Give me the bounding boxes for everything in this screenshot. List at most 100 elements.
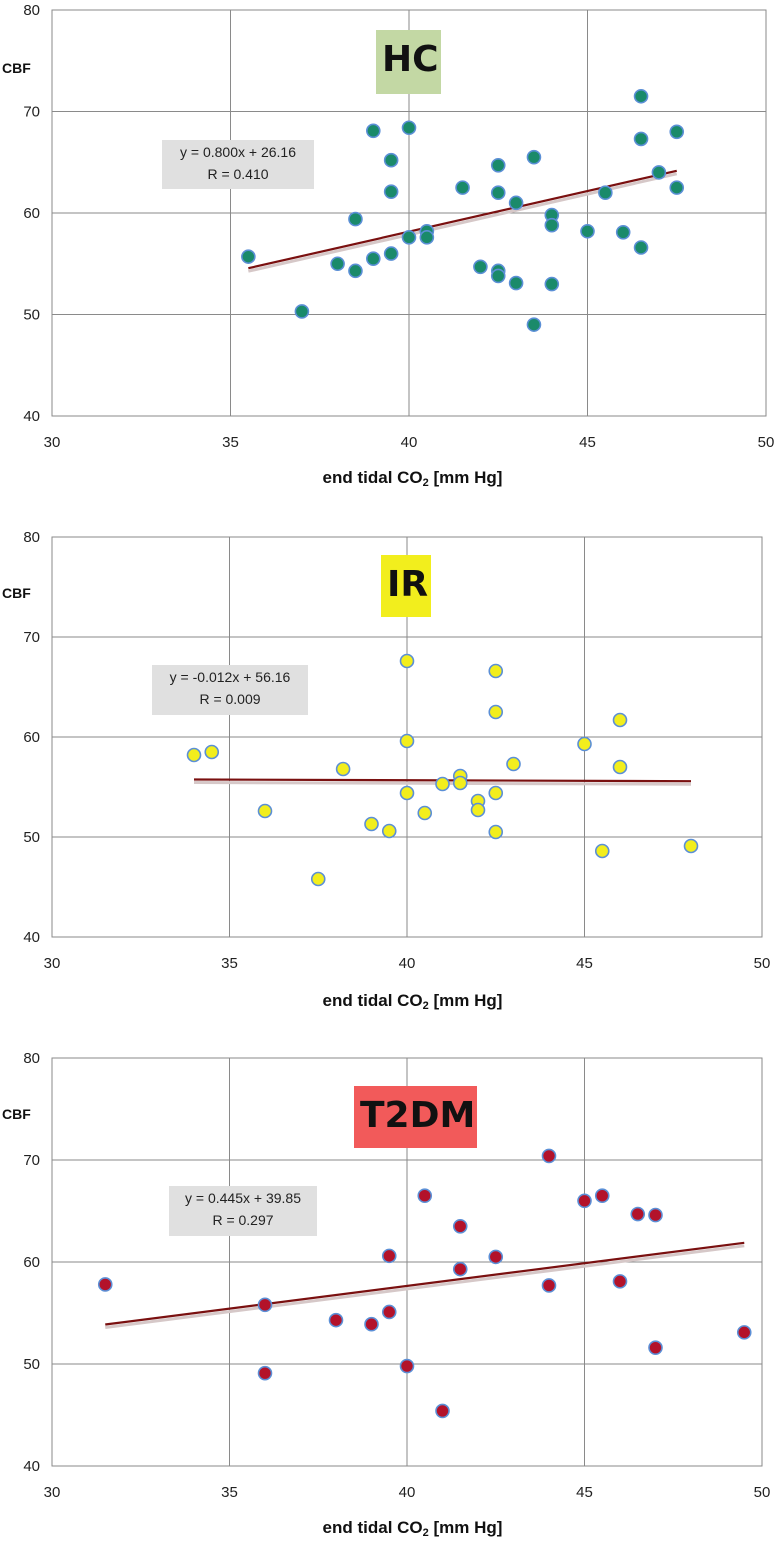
data-point	[381, 1304, 397, 1320]
regression-equation-box: y = 0.800x + 26.16 R = 0.410	[162, 140, 314, 189]
correlation-value: R = 0.410	[207, 166, 269, 182]
data-point	[488, 824, 504, 840]
data-point	[419, 230, 435, 245]
y-axis-label: CBF	[2, 1106, 31, 1122]
data-point	[544, 276, 560, 292]
data-point	[580, 223, 595, 239]
data-point	[310, 871, 326, 887]
scatter-plot-hc: 30 35 40 45 50 40 50 60 70 80	[23, 2, 775, 451]
regression-equation: y = -0.012x + 56.16	[169, 669, 291, 685]
x-tick-label: 45	[576, 955, 593, 972]
data-point	[541, 1148, 557, 1164]
x-tick-label: 35	[221, 955, 238, 972]
data-point	[417, 1188, 433, 1203]
data-point	[488, 704, 504, 720]
data-point	[612, 712, 628, 728]
plot-area-frame	[51, 536, 763, 938]
plot-area-frame	[51, 9, 767, 417]
data-point	[330, 256, 345, 272]
data-point	[506, 756, 521, 772]
chart-title-badge: HC	[376, 30, 441, 94]
y-tick-label: 60	[23, 729, 40, 746]
chart-panel-t2dm: 30 35 40 45 50 40 50 60 70 80 CBF T2DM y = 0.445x…	[0, 1046, 779, 1546]
x-tick-label: 50	[754, 1484, 771, 1501]
chart-panel-hc: 30 35 40 45 50 40 50 60 70 80 CBF HC y = 0.800x +…	[0, 0, 779, 500]
data-point	[651, 165, 667, 180]
trendline-shadow	[105, 1244, 745, 1330]
data-point	[490, 157, 506, 173]
data-point	[381, 823, 397, 839]
data-point	[204, 744, 220, 760]
data-point	[470, 802, 486, 818]
data-point	[348, 211, 363, 227]
data-point	[435, 776, 450, 792]
x-tick-label: 30	[44, 434, 61, 451]
x-tick-label: 45	[576, 1484, 593, 1501]
x-axis-label: end tidal CO2 [mm Hg]	[322, 991, 503, 1012]
data-point	[452, 775, 468, 791]
trendline	[105, 1241, 745, 1326]
x-tick-label: 40	[401, 434, 418, 451]
regression-equation-box: y = 0.445x + 39.85 R = 0.297	[169, 1186, 317, 1236]
y-tick-label: 70	[23, 104, 40, 121]
data-point	[241, 249, 256, 264]
x-axis-label: end tidal CO2 [mm Hg]	[322, 468, 503, 489]
y-tick-label: 80	[23, 1050, 40, 1067]
data-point	[648, 1340, 663, 1355]
y-tick-label: 80	[23, 529, 40, 546]
x-tick-label: 50	[758, 434, 775, 451]
data-point	[594, 843, 610, 859]
data-point	[488, 785, 504, 801]
data-point	[577, 1193, 592, 1209]
data-point	[488, 1249, 504, 1265]
y-tick-label: 50	[23, 1356, 40, 1373]
data-point	[401, 120, 417, 136]
data-point	[383, 246, 399, 261]
data-point	[648, 1207, 663, 1223]
data-point	[577, 736, 592, 752]
data-point	[257, 803, 273, 819]
y-tick-label: 50	[23, 829, 40, 846]
data-point	[335, 761, 351, 777]
data-point	[683, 838, 699, 854]
data-point	[598, 185, 613, 200]
data-point	[473, 259, 488, 275]
data-point	[328, 1312, 344, 1328]
data-point	[452, 1261, 468, 1277]
data-point	[633, 88, 649, 104]
data-point	[364, 1316, 379, 1332]
y-tick-label: 60	[23, 1254, 40, 1271]
chart-title-badge: IR	[381, 555, 431, 617]
correlation-value: R = 0.297	[212, 1212, 274, 1228]
data-point	[488, 663, 504, 679]
data-point	[594, 1188, 610, 1203]
y-tick-label: 50	[23, 307, 40, 324]
y-axis-label: CBF	[2, 60, 31, 76]
data-point	[508, 275, 524, 291]
x-tick-label: 35	[222, 434, 239, 451]
data-point	[399, 1358, 415, 1374]
data-point	[97, 1277, 113, 1292]
data-point	[257, 1297, 273, 1313]
x-tick-label: 30	[44, 1484, 61, 1501]
x-axis-label: end tidal CO2 [mm Hg]	[322, 1518, 503, 1539]
x-tick-label: 30	[44, 955, 61, 972]
chart-panel-ir: 30 35 40 45 50 40 50 60 70 80 CBF IR y = -0.012x …	[0, 525, 779, 1025]
data-point	[365, 123, 381, 139]
data-point	[257, 1365, 273, 1381]
y-tick-label: 40	[23, 1458, 40, 1475]
y-tick-label: 40	[23, 408, 40, 425]
data-point	[630, 1206, 646, 1222]
plot-area-frame	[51, 1057, 763, 1467]
data-point	[633, 131, 649, 147]
x-tick-label: 50	[754, 955, 771, 972]
scatter-plot-t2dm: 30 35 40 45 50 40 50 60 70 80	[23, 1050, 771, 1501]
data-point	[490, 268, 506, 284]
data-point	[294, 304, 310, 319]
data-point	[399, 653, 415, 669]
y-tick-label: 40	[23, 929, 40, 946]
y-tick-label: 70	[23, 629, 40, 646]
data-point	[508, 195, 524, 211]
data-point	[399, 733, 415, 749]
data-point	[526, 317, 542, 332]
